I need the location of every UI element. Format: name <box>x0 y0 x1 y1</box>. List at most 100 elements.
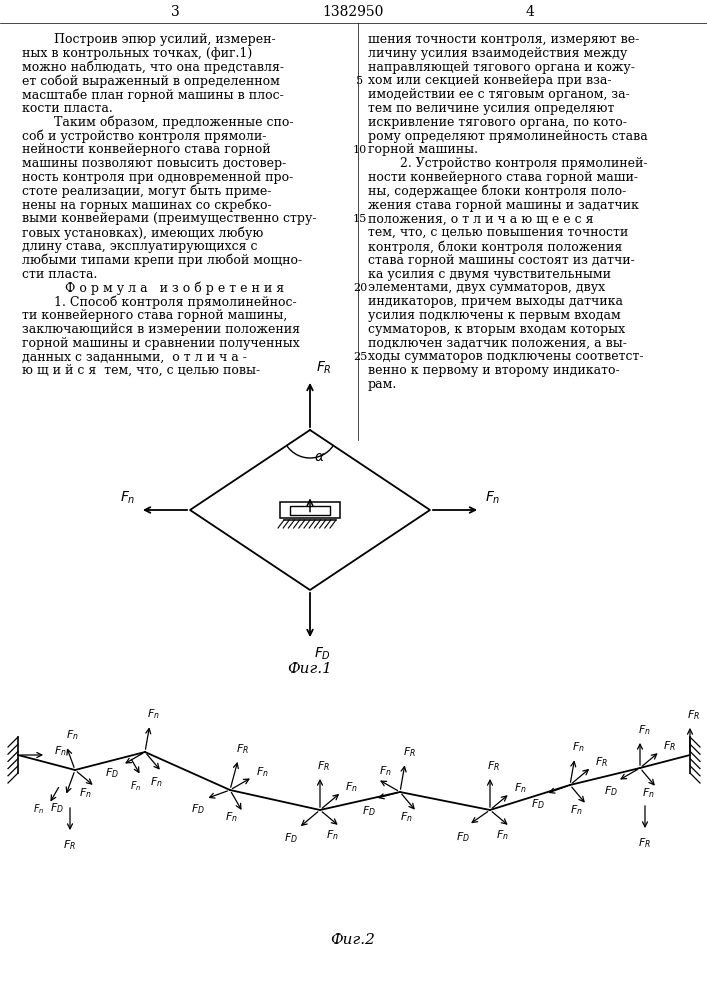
Text: $F_D$: $F_D$ <box>191 802 204 816</box>
Text: 5: 5 <box>356 76 363 86</box>
Text: масштабе план горной машины в плос-: масштабе план горной машины в плос- <box>22 88 284 102</box>
Text: стоте реализации, могут быть приме-: стоте реализации, могут быть приме- <box>22 185 271 198</box>
Text: $F_n$: $F_n$ <box>33 802 45 816</box>
Text: Фиг.2: Фиг.2 <box>331 933 375 947</box>
Bar <box>290 506 330 514</box>
Text: $F_n$: $F_n$ <box>325 828 339 842</box>
Text: $F_R$: $F_R$ <box>317 759 331 773</box>
Text: 3: 3 <box>170 5 180 19</box>
Text: $F_D$: $F_D$ <box>314 646 331 662</box>
Text: ность контроля при одновременной про-: ность контроля при одновременной про- <box>22 171 293 184</box>
Text: ных в контрольных точках, (фиг.1): ных в контрольных точках, (фиг.1) <box>22 47 252 60</box>
Text: 15: 15 <box>353 214 367 224</box>
Text: $F_n$: $F_n$ <box>148 708 160 721</box>
Text: $F_R$: $F_R$ <box>403 746 416 759</box>
Text: личину усилия взаимодействия между: личину усилия взаимодействия между <box>368 47 627 60</box>
Text: рому определяют прямолинейность става: рому определяют прямолинейность става <box>368 130 648 143</box>
Text: $F_n$: $F_n$ <box>379 764 392 778</box>
Text: $F_n$: $F_n$ <box>643 786 655 800</box>
Text: ю щ и й с я  тем, что, с целью повы-: ю щ и й с я тем, что, с целью повы- <box>22 364 260 377</box>
Text: $F_n$: $F_n$ <box>496 828 508 842</box>
Text: венно к первому и второму индикато-: венно к первому и второму индикато- <box>368 364 619 377</box>
Text: любыми типами крепи при любой мощно-: любыми типами крепи при любой мощно- <box>22 254 302 267</box>
Text: выми конвейерами (преимущественно стру-: выми конвейерами (преимущественно стру- <box>22 212 317 225</box>
Text: $F_n$: $F_n$ <box>151 775 163 789</box>
Text: $F_D$: $F_D$ <box>530 797 544 811</box>
Text: $F_D$: $F_D$ <box>105 766 119 780</box>
Text: положения, о т л и ч а ю щ е е с я: положения, о т л и ч а ю щ е е с я <box>368 212 593 225</box>
Text: данных с заданными,  о т л и ч а -: данных с заданными, о т л и ч а - <box>22 350 247 363</box>
Text: $F_n$: $F_n$ <box>513 781 526 795</box>
Text: направляющей тягового органа и кожу-: направляющей тягового органа и кожу- <box>368 61 635 74</box>
Text: $\alpha$: $\alpha$ <box>314 450 325 464</box>
Text: $F_D$: $F_D$ <box>456 830 469 844</box>
Text: $F_R$: $F_R$ <box>663 739 677 753</box>
Text: ности конвейерного става горной маши-: ности конвейерного става горной маши- <box>368 171 638 184</box>
Text: $F_R$: $F_R$ <box>64 838 76 852</box>
Text: $F_n$: $F_n$ <box>400 810 413 824</box>
Text: Ф о р м у л а   и з о б р е т е н и я: Ф о р м у л а и з о б р е т е н и я <box>66 281 284 295</box>
Text: 20: 20 <box>353 283 367 293</box>
Text: $F_n$: $F_n$ <box>256 765 269 779</box>
Text: става горной машины состоят из датчи-: става горной машины состоят из датчи- <box>368 254 635 267</box>
Text: хом или секцией конвейера при вза-: хом или секцией конвейера при вза- <box>368 74 612 87</box>
Text: можно наблюдать, что она представля-: можно наблюдать, что она представля- <box>22 61 284 74</box>
Text: $F_R$: $F_R$ <box>235 742 249 756</box>
Text: $F_n$: $F_n$ <box>225 811 238 824</box>
Text: $F_R$: $F_R$ <box>638 836 652 850</box>
Text: Построив эпюр усилий, измерен-: Построив эпюр усилий, измерен- <box>22 33 276 46</box>
Text: $F_n$: $F_n$ <box>638 723 650 737</box>
Text: говых установках), имеющих любую: говых установках), имеющих любую <box>22 226 264 240</box>
Text: Фиг.1: Фиг.1 <box>288 662 332 676</box>
Text: соб и устройство контроля прямоли-: соб и устройство контроля прямоли- <box>22 130 267 143</box>
Text: сумматоров, к вторым входам которых: сумматоров, к вторым входам которых <box>368 323 625 336</box>
Text: ет собой выраженный в определенном: ет собой выраженный в определенном <box>22 74 280 88</box>
Text: $F_D$: $F_D$ <box>284 831 298 845</box>
Text: $F_n$: $F_n$ <box>119 490 135 506</box>
Text: рам.: рам. <box>368 378 397 391</box>
Text: 1382950: 1382950 <box>322 5 384 19</box>
Text: ходы сумматоров подключены соответст-: ходы сумматоров подключены соответст- <box>368 350 643 363</box>
Text: заключающийся в измерении положения: заключающийся в измерении положения <box>22 323 300 336</box>
Text: подключен задатчик положения, а вы-: подключен задатчик положения, а вы- <box>368 337 627 350</box>
Text: 2. Устройство контроля прямолиней-: 2. Устройство контроля прямолиней- <box>368 157 648 170</box>
Text: $F_n$: $F_n$ <box>345 780 358 794</box>
Text: $F_D$: $F_D$ <box>604 784 619 798</box>
Text: машины позволяют повысить достовер-: машины позволяют повысить достовер- <box>22 157 286 170</box>
Bar <box>280 502 340 518</box>
Text: $F_R$: $F_R$ <box>687 708 701 722</box>
Text: нейности конвейерного става горной: нейности конвейерного става горной <box>22 143 271 156</box>
Text: длину става, эксплуатирующихся с: длину става, эксплуатирующихся с <box>22 240 257 253</box>
Text: $F_R$: $F_R$ <box>595 755 608 769</box>
Text: шения точности контроля, измеряют ве-: шения точности контроля, измеряют ве- <box>368 33 639 46</box>
Text: $F_n$: $F_n$ <box>54 744 66 758</box>
Text: усилия подключены к первым входам: усилия подключены к первым входам <box>368 309 621 322</box>
Text: ка усилия с двумя чувствительными: ка усилия с двумя чувствительными <box>368 268 611 281</box>
Text: ны, содержащее блоки контроля поло-: ны, содержащее блоки контроля поло- <box>368 185 626 198</box>
Text: индикаторов, причем выходы датчика: индикаторов, причем выходы датчика <box>368 295 623 308</box>
Text: сти пласта.: сти пласта. <box>22 268 98 281</box>
Text: искривление тягового органа, по кото-: искривление тягового органа, по кото- <box>368 116 627 129</box>
Text: $F_n$: $F_n$ <box>571 803 583 817</box>
Text: $F_R$: $F_R$ <box>316 360 332 376</box>
Text: $F_n$: $F_n$ <box>573 741 585 754</box>
Text: $F_n$: $F_n$ <box>78 786 91 800</box>
Text: горной машины и сравнении полученных: горной машины и сравнении полученных <box>22 337 300 350</box>
Text: 25: 25 <box>353 352 367 362</box>
Text: горной машины.: горной машины. <box>368 143 478 156</box>
Text: $F_n$: $F_n$ <box>130 779 141 793</box>
Text: элементами, двух сумматоров, двух: элементами, двух сумматоров, двух <box>368 281 605 294</box>
Text: 10: 10 <box>353 145 367 155</box>
Text: $F_n$: $F_n$ <box>66 729 78 742</box>
Text: $F_n$: $F_n$ <box>485 490 501 506</box>
Text: 1. Способ контроля прямолинейнос-: 1. Способ контроля прямолинейнос- <box>22 295 297 309</box>
Text: кости пласта.: кости пласта. <box>22 102 112 115</box>
Text: контроля, блоки контроля положения: контроля, блоки контроля положения <box>368 240 622 253</box>
Text: имодействии ее с тяговым органом, за-: имодействии ее с тяговым органом, за- <box>368 88 630 101</box>
Text: тем по величине усилия определяют: тем по величине усилия определяют <box>368 102 614 115</box>
Text: $F_R$: $F_R$ <box>487 759 501 773</box>
Text: ти конвейерного става горной машины,: ти конвейерного става горной машины, <box>22 309 287 322</box>
Text: Таким образом, предложенные спо-: Таким образом, предложенные спо- <box>22 116 293 129</box>
Text: 4: 4 <box>525 5 534 19</box>
Text: $F_D$: $F_D$ <box>50 801 64 815</box>
